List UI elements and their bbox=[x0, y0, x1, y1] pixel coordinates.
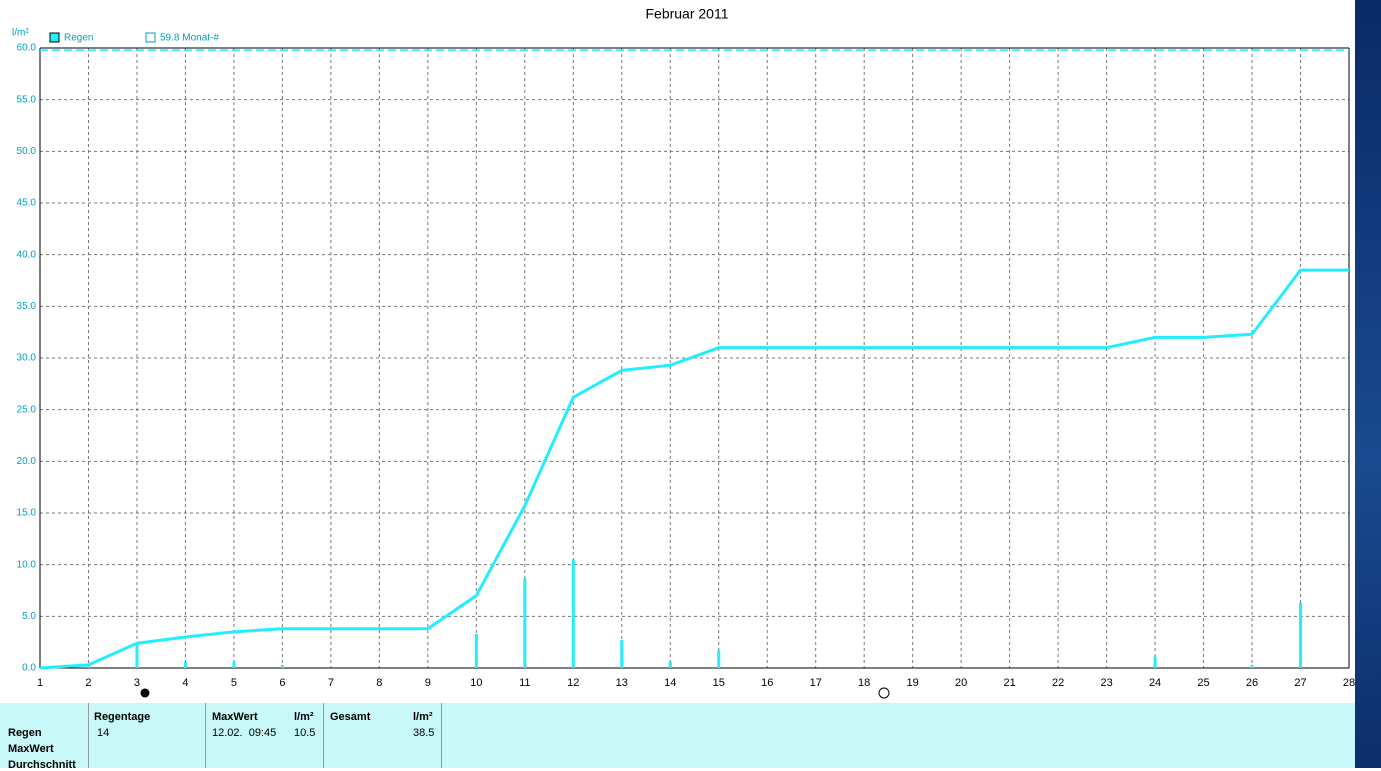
bar bbox=[86, 664, 90, 668]
x-tick-label: 24 bbox=[1149, 677, 1161, 689]
bar bbox=[135, 644, 139, 668]
x-tick-label: 14 bbox=[664, 677, 676, 689]
y-tick-label: 50.0 bbox=[17, 146, 37, 157]
cell: 14 bbox=[97, 727, 110, 739]
separator bbox=[205, 703, 206, 768]
x-tick-label: 3 bbox=[134, 677, 140, 689]
x-tick-label: 16 bbox=[761, 677, 773, 689]
y-tick-label: 10.0 bbox=[17, 559, 37, 570]
x-tick-label: 19 bbox=[907, 677, 919, 689]
chart: Februar 2011 l/m² Regen 59.8 Monat-# 0.0… bbox=[12, 6, 1355, 699]
cell: 12.02. 09:45 bbox=[212, 727, 277, 739]
x-tick-label: 23 bbox=[1100, 677, 1112, 689]
header: Regentage bbox=[94, 711, 151, 723]
x-tick-label: 12 bbox=[567, 677, 579, 689]
x-tick-label: 9 bbox=[425, 677, 431, 689]
x-tick-label: 17 bbox=[810, 677, 822, 689]
y-tick-label: 5.0 bbox=[22, 611, 36, 622]
bar bbox=[474, 633, 478, 668]
header: MaxWert bbox=[212, 711, 258, 723]
x-tick-label: 22 bbox=[1052, 677, 1064, 689]
bar bbox=[1250, 664, 1254, 668]
header: l/m² bbox=[413, 711, 433, 723]
bar bbox=[571, 559, 575, 668]
bar bbox=[1153, 656, 1157, 668]
x-tick-label: 4 bbox=[182, 677, 188, 689]
moon-phase bbox=[140, 688, 150, 698]
y-tick-label: 35.0 bbox=[17, 301, 37, 312]
bar bbox=[668, 661, 672, 668]
x-tick-label: 28 bbox=[1343, 677, 1355, 689]
separator bbox=[88, 703, 89, 768]
header: l/m² bbox=[294, 711, 314, 723]
x-tick-label: 10 bbox=[470, 677, 482, 689]
row-label: MaxWert bbox=[8, 743, 54, 755]
x-tick-label: 21 bbox=[1004, 677, 1016, 689]
y-tick-label: 20.0 bbox=[17, 456, 37, 467]
y-tick-label: 55.0 bbox=[17, 94, 37, 105]
chart-title: Februar 2011 bbox=[645, 6, 728, 22]
bar bbox=[1299, 602, 1303, 668]
legend-label: 59.8 Monat-# bbox=[160, 33, 219, 44]
x-tick-label: 7 bbox=[328, 677, 334, 689]
cell: 38.5 bbox=[413, 727, 435, 739]
window-edge bbox=[1355, 0, 1381, 768]
bar bbox=[620, 640, 624, 668]
bar bbox=[523, 578, 527, 668]
legend-swatch bbox=[49, 32, 60, 43]
y-tick-label: 30.0 bbox=[17, 353, 37, 364]
stats-panel: Regen MaxWert Durchschnitt Regentage 14 … bbox=[0, 703, 1355, 771]
x-tick-label: 2 bbox=[85, 677, 91, 689]
y-tick-label: 40.0 bbox=[17, 249, 37, 260]
y-tick-label: 60.0 bbox=[17, 43, 37, 54]
x-tick-label: 26 bbox=[1246, 677, 1258, 689]
row-label: Durchschnitt bbox=[8, 759, 76, 771]
x-tick-label: 11 bbox=[519, 677, 530, 689]
moon-phase bbox=[878, 687, 890, 699]
x-tick-label: 5 bbox=[231, 677, 237, 689]
cumulative-line bbox=[39, 268, 1349, 670]
header: Gesamt bbox=[330, 711, 371, 723]
x-tick-label: 27 bbox=[1294, 677, 1306, 689]
bar bbox=[232, 661, 236, 668]
bar bbox=[183, 661, 187, 668]
bar bbox=[717, 650, 721, 668]
bar bbox=[280, 664, 284, 668]
x-tick-label: 13 bbox=[616, 677, 628, 689]
cell: 10.5 bbox=[294, 727, 316, 739]
y-tick-label: 45.0 bbox=[17, 198, 37, 209]
x-tick-label: 15 bbox=[713, 677, 725, 689]
y-tick-label: 25.0 bbox=[17, 404, 37, 415]
y-tick-label: 0.0 bbox=[22, 663, 36, 674]
row-label: Regen bbox=[8, 727, 42, 739]
y-axis-label: l/m² bbox=[12, 28, 29, 39]
x-tick-label: 1 bbox=[37, 677, 43, 689]
x-tick-label: 18 bbox=[858, 677, 870, 689]
x-tick-label: 20 bbox=[955, 677, 967, 689]
legend-swatch bbox=[145, 32, 156, 43]
x-tick-label: 6 bbox=[279, 677, 285, 689]
x-tick-label: 8 bbox=[376, 677, 382, 689]
x-tick-label: 25 bbox=[1197, 677, 1209, 689]
y-tick-label: 15.0 bbox=[17, 508, 37, 519]
separator bbox=[441, 703, 442, 768]
legend-label: Regen bbox=[64, 33, 93, 44]
separator bbox=[323, 703, 324, 768]
